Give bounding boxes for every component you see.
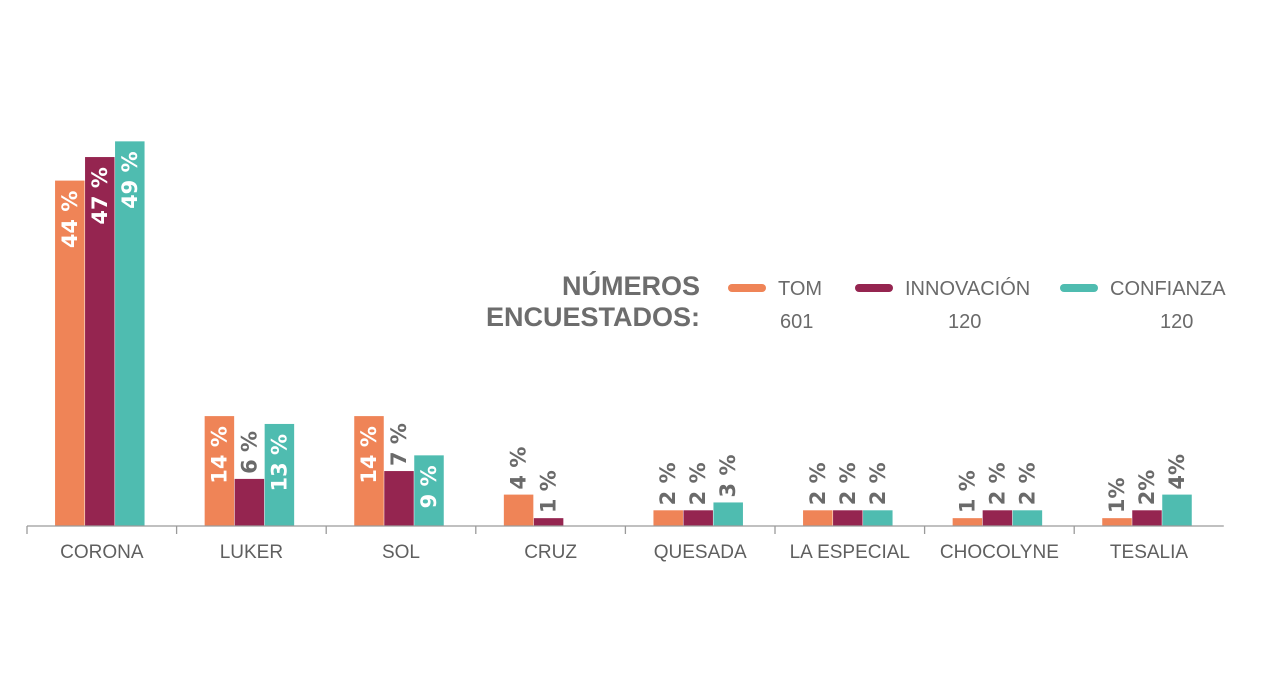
- data-label-luker-tom: 14 %: [207, 426, 231, 484]
- bar-tesalia-innovaci-n: [1132, 510, 1162, 526]
- category-label-quesada: QUESADA: [654, 542, 747, 563]
- category-label-luker: LUKER: [220, 542, 283, 563]
- bar-luker-innovaci-n: [234, 478, 265, 526]
- data-label-luker-innovaci-n: 6 %: [237, 431, 261, 474]
- category-label-chocolyne: CHOCOLYNE: [940, 542, 1059, 563]
- bar-tesalia-confianza: [1162, 494, 1192, 526]
- data-label-corona-confianza: 49 %: [118, 151, 142, 209]
- legend-label-innovaci-n: INNOVACIÓN: [905, 277, 1030, 300]
- bar-sol-confianza: [414, 455, 444, 526]
- bar-corona-tom: [55, 180, 85, 526]
- data-label-quesada-innovaci-n: 2 %: [686, 462, 710, 505]
- bar-luker-tom: [204, 416, 235, 526]
- data-label-la-especial-innovaci-n: 2 %: [836, 462, 860, 505]
- bar-cruz-tom: [503, 494, 534, 526]
- data-label-corona-tom: 44 %: [58, 191, 82, 249]
- data-label-sol-tom: 14 %: [357, 426, 381, 484]
- data-label-quesada-tom: 2 %: [656, 462, 680, 505]
- bar-labels-group: 44 % 47 % 49 %14 % 6 % 13 % 14 % 7 %9 % 4 %1 % 2…: [58, 151, 1189, 513]
- bar-la-especial-confianza: [863, 510, 893, 526]
- category-label-la-especial: LA ESPECIAL: [790, 542, 910, 563]
- data-label-chocolyne-innovaci-n: 2 %: [985, 462, 1009, 505]
- data-label-chocolyne-tom: 1 %: [955, 470, 979, 513]
- legend-label-confianza: CONFIANZA: [1110, 278, 1226, 300]
- data-label-cruz-innovaci-n: 1 %: [537, 470, 561, 513]
- data-label-sol-innovaci-n: 7 %: [387, 423, 411, 466]
- legend-title-line-1: NÚMEROS: [562, 270, 700, 301]
- bar-cruz-innovaci-n: [533, 518, 564, 526]
- bar-la-especial-innovaci-n: [833, 510, 863, 526]
- legend-count-confianza: 120: [1160, 311, 1193, 333]
- category-label-tesalia: TESALIA: [1110, 542, 1188, 563]
- bar-corona-confianza: [115, 141, 145, 526]
- category-label-corona: CORONA: [60, 542, 144, 563]
- bar-la-especial-tom: [803, 510, 833, 526]
- legend-title-line-2: ENCUESTADOS:: [486, 302, 700, 332]
- bar-chocolyne-innovaci-n: [982, 510, 1013, 526]
- data-label-sol-confianza: 9 %: [417, 465, 441, 508]
- bar-quesada-tom: [653, 510, 683, 526]
- data-label-tesalia-innovaci-n: 2%: [1135, 470, 1159, 506]
- bars-group: [55, 141, 1192, 527]
- legend-label-tom: TOM: [778, 278, 822, 300]
- bar-chocolyne-tom: [952, 518, 983, 526]
- legend-count-tom: 601: [780, 311, 813, 333]
- bar-sol-innovaci-n: [384, 471, 414, 526]
- bar-luker-confianza: [264, 423, 295, 526]
- data-label-tesalia-tom: 1%: [1105, 477, 1129, 513]
- data-label-la-especial-confianza: 2 %: [866, 462, 890, 505]
- data-label-cruz-tom: 4 %: [507, 447, 531, 490]
- data-label-tesalia-confianza: 4%: [1165, 454, 1189, 490]
- data-label-quesada-confianza: 3 %: [716, 454, 740, 497]
- bar-tesalia-tom: [1102, 518, 1132, 526]
- data-label-luker-confianza: 13 %: [267, 434, 291, 492]
- legend: NÚMEROS ENCUESTADOS: TOM 601 INNOVACIÓN 120…: [486, 270, 1226, 333]
- bar-quesada-innovaci-n: [683, 510, 713, 526]
- category-label-cruz: CRUZ: [524, 542, 577, 563]
- data-label-chocolyne-confianza: 2 %: [1015, 462, 1039, 505]
- bar-quesada-confianza: [713, 502, 743, 526]
- legend-count-innovaci-n: 120: [948, 311, 981, 333]
- bar-sol-tom: [354, 416, 384, 526]
- bar-corona-innovaci-n: [85, 157, 115, 527]
- data-label-la-especial-tom: 2 %: [806, 462, 830, 505]
- x-axis: CORONA LUKER SOL CRUZ QUESADA LA ESPECIAL CHOC…: [26, 525, 1224, 563]
- data-label-corona-innovaci-n: 47 %: [88, 167, 112, 225]
- bar-chocolyne-confianza: [1012, 510, 1043, 526]
- category-label-sol: SOL: [382, 542, 420, 563]
